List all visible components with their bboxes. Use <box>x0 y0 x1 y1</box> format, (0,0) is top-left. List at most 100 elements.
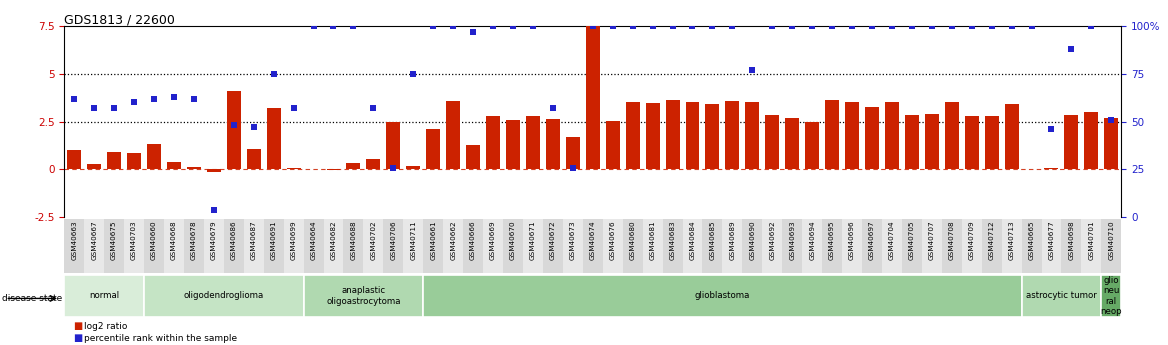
Bar <box>147 144 161 169</box>
Text: GSM40665: GSM40665 <box>1029 221 1035 260</box>
Bar <box>144 219 164 273</box>
Bar <box>941 219 961 273</box>
Bar <box>204 219 224 273</box>
Point <box>424 23 443 29</box>
Text: GSM40687: GSM40687 <box>251 221 257 260</box>
Point <box>624 23 642 29</box>
Point <box>923 23 941 29</box>
Text: GSM40667: GSM40667 <box>91 221 97 260</box>
Bar <box>266 108 280 169</box>
Point <box>503 23 522 29</box>
Bar <box>64 219 84 273</box>
Text: GSM40662: GSM40662 <box>450 221 457 260</box>
Point <box>982 23 1001 29</box>
Point <box>783 23 801 29</box>
Bar <box>666 100 680 169</box>
Bar <box>583 219 603 273</box>
Text: GSM40676: GSM40676 <box>610 221 616 260</box>
Bar <box>543 219 563 273</box>
Bar <box>805 121 819 169</box>
Bar <box>586 26 599 169</box>
Point <box>1101 117 1120 122</box>
Point <box>85 106 104 111</box>
Bar <box>862 219 882 273</box>
Bar <box>705 105 719 169</box>
Bar <box>363 219 383 273</box>
Bar <box>603 219 623 273</box>
Text: GSM40677: GSM40677 <box>1049 221 1055 260</box>
Point <box>723 23 742 29</box>
Bar <box>127 153 141 169</box>
Point <box>224 123 243 128</box>
Bar <box>387 121 401 169</box>
Bar <box>642 219 662 273</box>
Text: disease state: disease state <box>2 294 63 303</box>
Text: GSM40660: GSM40660 <box>151 221 157 260</box>
Bar <box>466 145 480 169</box>
Text: GSM40670: GSM40670 <box>510 221 516 260</box>
Bar <box>443 219 464 273</box>
Bar <box>246 149 260 169</box>
Bar <box>347 163 361 169</box>
Point <box>244 125 263 130</box>
Bar <box>846 102 858 169</box>
Point <box>65 96 84 101</box>
Text: GSM40684: GSM40684 <box>689 221 695 260</box>
Text: glioblastoma: glioblastoma <box>695 291 750 300</box>
Bar <box>304 219 324 273</box>
Bar <box>1002 219 1022 273</box>
Text: GSM40689: GSM40689 <box>729 221 736 260</box>
Point <box>185 96 203 101</box>
Bar <box>1101 219 1121 273</box>
Text: GSM40704: GSM40704 <box>889 221 895 260</box>
Bar <box>765 115 779 169</box>
Point <box>444 23 463 29</box>
Point <box>863 23 882 29</box>
Bar <box>207 169 221 172</box>
Text: GSM40713: GSM40713 <box>1009 221 1015 260</box>
Bar <box>565 137 579 169</box>
Point <box>145 96 164 101</box>
Point <box>584 23 603 29</box>
Bar <box>423 275 1022 317</box>
Bar <box>725 100 739 169</box>
Bar <box>523 219 543 273</box>
Text: glio
neu
ral
neop: glio neu ral neop <box>1100 276 1122 316</box>
Text: GSM40698: GSM40698 <box>1069 221 1075 260</box>
Bar <box>503 219 523 273</box>
Bar <box>745 101 759 169</box>
Bar <box>783 219 802 273</box>
Point <box>543 106 562 111</box>
Point <box>464 29 482 34</box>
Text: GSM40685: GSM40685 <box>709 221 716 260</box>
Point <box>1062 46 1080 52</box>
Bar <box>284 219 304 273</box>
Bar <box>104 219 124 273</box>
Point <box>1042 127 1061 132</box>
Text: GSM40699: GSM40699 <box>291 221 297 260</box>
Text: GSM40664: GSM40664 <box>311 221 317 260</box>
Bar <box>842 219 862 273</box>
Bar <box>902 219 922 273</box>
Point <box>384 165 403 170</box>
Bar <box>486 116 500 169</box>
Text: GSM40697: GSM40697 <box>869 221 875 260</box>
Bar <box>446 100 460 169</box>
Text: oligodendroglioma: oligodendroglioma <box>183 291 264 300</box>
Bar <box>224 219 244 273</box>
Bar <box>124 219 144 273</box>
Point <box>264 71 283 77</box>
Bar <box>922 219 941 273</box>
Bar <box>646 104 660 169</box>
Text: GSM40705: GSM40705 <box>909 221 915 260</box>
Bar <box>785 118 799 169</box>
Text: GSM40661: GSM40661 <box>430 221 436 260</box>
Bar <box>286 168 300 169</box>
Bar <box>722 219 743 273</box>
Bar <box>1084 112 1098 169</box>
Bar <box>1104 118 1118 169</box>
Text: GSM40673: GSM40673 <box>570 221 576 260</box>
Text: GSM40669: GSM40669 <box>491 221 496 260</box>
Text: GSM40674: GSM40674 <box>590 221 596 260</box>
Point <box>404 71 423 77</box>
